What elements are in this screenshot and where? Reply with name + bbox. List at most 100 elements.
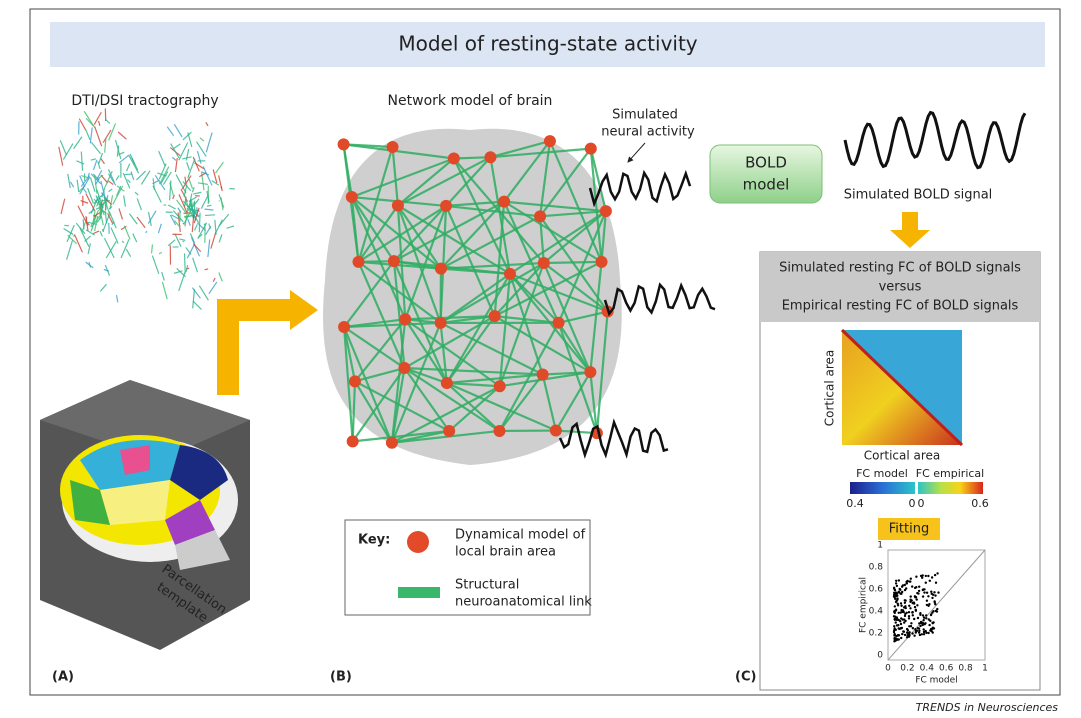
scatter-dot [922,614,924,616]
scatter-dot [908,611,910,613]
scatter-dot [926,600,928,602]
scatter-dot [925,617,927,619]
fiber [175,234,181,247]
fiber [91,142,100,153]
scatter-x-tick: 0.2 [900,664,914,674]
scatter-y-tick: 0.8 [869,563,884,573]
fiber [152,256,158,274]
scatter-dot [897,634,899,636]
scatter-x-tick: 0.6 [939,664,954,674]
scatter-dot [896,585,898,587]
node [537,368,549,380]
fiber [168,240,175,246]
fiber [152,244,153,253]
scatter-dot [915,586,917,588]
scatter-dot [898,591,900,593]
scatter-dot [906,582,908,584]
fiber [113,186,123,205]
fiber [104,270,109,272]
fiber [206,133,212,153]
node [398,362,410,374]
scatter-dot [906,631,908,633]
fiber [193,289,195,308]
scatter-dot [911,611,913,613]
fiber [101,181,103,191]
scatter-dot [928,618,930,620]
fiber [219,272,223,281]
fiber [124,226,130,240]
colorbar-tick: 0 [918,497,925,510]
fiber [209,282,217,294]
fiber [203,166,212,185]
matrix-x-label: Cortical area [864,449,941,463]
node [489,310,501,322]
fiber [68,174,71,188]
scatter-x-tick: 0.8 [958,664,973,674]
fiber [193,301,201,310]
fiber [86,130,90,140]
scatter-dot [935,582,937,584]
neural-activity-label: Simulated [612,108,678,123]
fiber [189,179,193,189]
fiber [79,119,86,131]
fiber [59,147,63,166]
scatter-dot [920,575,922,577]
scatter-x-tick: 0.4 [920,664,935,674]
scatter-dot [915,630,917,632]
fiber [200,138,204,141]
fiber [215,162,223,173]
tractography-image [59,108,235,309]
fiber [99,153,103,163]
fiber [219,234,222,242]
fiber [109,189,113,192]
scatter-dot [895,629,897,631]
scatter-dot [936,610,938,612]
scatter-dot [899,620,901,622]
fiber [76,161,84,164]
page: Model of resting-state activity DTI/DSI … [0,0,1081,718]
fiber [199,173,206,177]
node [435,317,447,329]
scatter-dot [929,580,931,582]
scatter-dot [903,631,905,633]
fiber [206,226,211,235]
node [441,377,453,389]
scatter-dot [894,598,896,600]
bold-trace [845,113,1025,168]
fiber [137,217,145,228]
fiber [204,209,213,210]
fiber [211,232,216,248]
scatter-dot [905,587,907,589]
node [338,138,350,150]
fiber [137,198,141,210]
scatter-dot [934,603,936,605]
scatter-dot [918,630,920,632]
comparison-line: Simulated resting FC of BOLD signals [779,261,1021,276]
scatter-dot [912,614,914,616]
scatter-dot [896,617,898,619]
node [504,268,516,280]
key-title: Key: [358,533,390,548]
node [399,313,411,325]
panel-label: (A) [52,670,74,685]
fiber [81,152,82,171]
fiber [208,239,210,257]
colorbar-empirical [918,482,983,494]
node [550,425,562,437]
scatter-dot [900,602,902,604]
scatter-dot [930,630,932,632]
panel-label: (C) [735,670,756,685]
scatter-dot [911,632,913,634]
pointer-arrow [628,143,645,162]
fiber [81,201,88,204]
flow-arrow-head [290,290,318,330]
matrix-y-label: Cortical area [823,350,837,427]
node [448,152,460,164]
scatter-dot [905,607,907,609]
scatter-y-tick: 0.4 [869,607,884,617]
fiber [67,240,73,260]
fiber [133,234,137,243]
fiber [129,214,137,224]
node [596,256,608,268]
scatter-dot [923,616,925,618]
